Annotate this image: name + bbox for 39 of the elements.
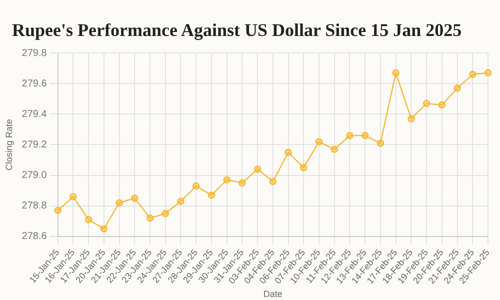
- y-axis-title: Closing Rate: [4, 118, 14, 170]
- point: [284, 148, 292, 156]
- point: [116, 199, 123, 206]
- y-tick-label: 279.8: [22, 48, 48, 59]
- point: [361, 132, 369, 140]
- point: [376, 140, 384, 147]
- point: [315, 138, 323, 146]
- point: [330, 146, 338, 153]
- point: [131, 194, 138, 202]
- point: [300, 164, 308, 172]
- point: [84, 216, 92, 224]
- point: [484, 69, 492, 76]
- point: [70, 193, 77, 200]
- point: [192, 182, 200, 190]
- point: [238, 179, 246, 187]
- point: [54, 206, 62, 214]
- y-tick-label: 279.6: [22, 78, 48, 90]
- point: [177, 198, 184, 205]
- x-axis-title: Date: [263, 289, 282, 300]
- point: [454, 84, 461, 92]
- point: [100, 225, 108, 232]
- point: [346, 132, 354, 140]
- point: [408, 115, 415, 122]
- point: [438, 101, 446, 109]
- point: [162, 210, 169, 218]
- point: [269, 178, 277, 186]
- point: [223, 176, 230, 184]
- chart-title: Rupee's Performance Against US Dollar Since 15 Jan 2025: [12, 20, 462, 41]
- y-tick-label: 279.2: [22, 139, 48, 150]
- point: [254, 166, 262, 173]
- point: [208, 192, 216, 199]
- y-tick-label: 279.4: [22, 108, 48, 120]
- point: [146, 214, 154, 222]
- point: [469, 70, 476, 78]
- point: [392, 69, 400, 76]
- y-tick-label: 278.8: [22, 200, 48, 212]
- point: [422, 100, 430, 108]
- y-tick-label: 279.0: [22, 170, 48, 182]
- y-tick-label: 278.6: [22, 231, 48, 242]
